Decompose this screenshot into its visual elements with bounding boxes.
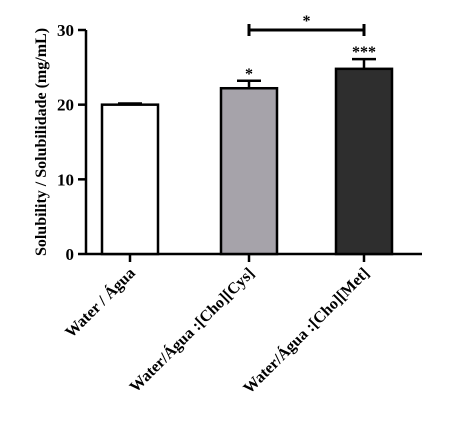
- significance-marks: ****: [245, 44, 376, 83]
- y-ticks: 0 10 20 30: [57, 21, 86, 264]
- bars: [100, 67, 394, 256]
- error-bar-1: [118, 102, 142, 105]
- y-tick-label: 30: [57, 21, 74, 40]
- error-bars: [118, 57, 376, 105]
- bar-1: [100, 103, 160, 256]
- x-category-label-1: Water / Água: [61, 263, 139, 341]
- x-category-label-3: Water/Água :[Cho][Met]: [239, 263, 373, 397]
- error-bar-3: [352, 57, 376, 69]
- y-tick-label: 10: [57, 170, 74, 189]
- significance-mark-3: ***: [352, 44, 376, 61]
- significance-mark-2: *: [245, 66, 253, 83]
- y-axis-title-group: Solubility / Solubilidade (mg/mL): [33, 28, 50, 256]
- error-bar-2: [237, 79, 261, 89]
- comparison-bracket: *: [247, 13, 366, 36]
- bar-2: [219, 86, 279, 256]
- comparison-label: *: [303, 13, 311, 30]
- x-category-label-2: Water/Água :[Cho][Cys]: [125, 263, 258, 396]
- y-tick-label: 20: [57, 96, 74, 115]
- y-axis-title: Solubility / Solubilidade (mg/mL): [33, 28, 50, 256]
- bar-3: [334, 67, 394, 256]
- y-tick-label: 0: [66, 245, 75, 264]
